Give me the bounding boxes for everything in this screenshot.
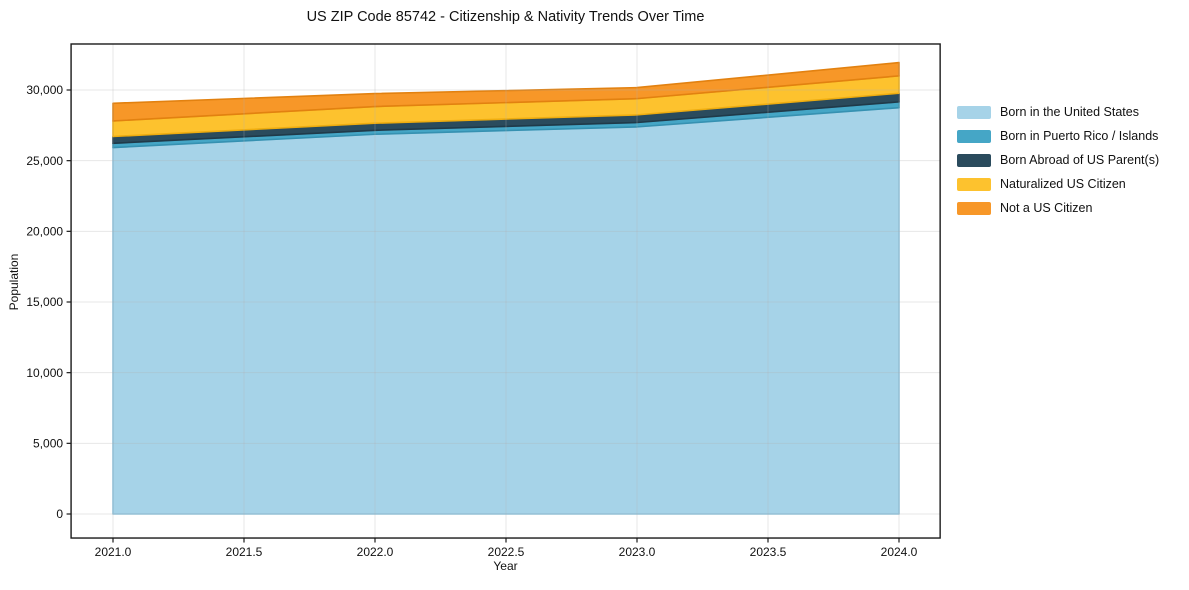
legend-item: Born in the United States [957,100,1159,124]
x-axis-label: Year [493,559,518,573]
area-not-a-us-citizen [112,61,900,122]
x-tick-label: 2021.0 [95,545,132,559]
legend-item: Born Abroad of US Parent(s) [957,148,1159,172]
legend-item: Not a US Citizen [957,196,1159,220]
x-tick-label: 2023.0 [619,545,656,559]
x-tick-label: 2022.5 [488,545,525,559]
legend-label: Born Abroad of US Parent(s) [1000,153,1160,167]
legend-swatch [957,129,991,143]
x-tick-label: 2023.5 [750,545,787,559]
legend-label: Born in the United States [1000,105,1139,119]
chart-title: US ZIP Code 85742 - Citizenship & Nativi… [306,9,705,25]
legend-item: Born in Puerto Rico / Islands [957,124,1159,148]
x-tick-label: 2022.0 [357,545,394,559]
y-tick-label: 10,000 [26,366,63,380]
y-axis-label: Population [7,253,21,311]
x-tick-label: 2024.0 [881,545,918,559]
y-tick-label: 0 [56,507,63,521]
legend-label: Not a US Citizen [1000,201,1093,215]
legend-swatch [957,201,991,215]
legend-swatch [957,177,991,191]
legend-swatch [957,153,991,167]
legend-swatch [957,105,991,119]
y-tick-label: 25,000 [26,154,63,168]
y-tick-label: 20,000 [26,225,63,239]
legend-label: Born in Puerto Rico / Islands [1000,129,1159,143]
y-tick-label: 5,000 [33,437,63,451]
legend-label: Naturalized US Citizen [1000,177,1126,191]
y-tick-label: 15,000 [26,295,63,309]
chart-legend: Born in the United States Born in Puerto … [957,100,1159,220]
y-tick-label: 30,000 [26,83,63,97]
legend-item: Naturalized US Citizen [957,172,1159,196]
x-tick-label: 2021.5 [226,545,263,559]
